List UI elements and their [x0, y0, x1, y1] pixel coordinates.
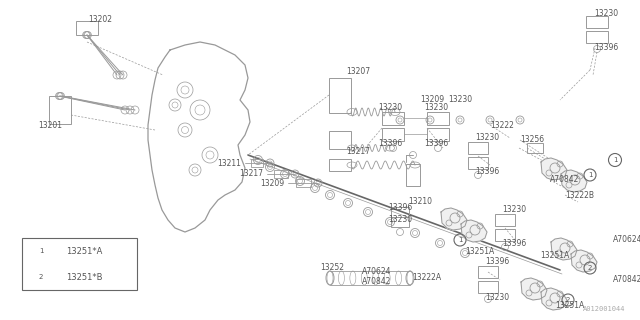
Text: 13209: 13209 [260, 179, 284, 188]
Text: 13396: 13396 [485, 258, 509, 267]
Text: 2: 2 [566, 297, 570, 303]
Bar [478, 266, 498, 278]
Bar [274, 170, 288, 178]
Bar [427, 111, 449, 124]
Bar [586, 16, 608, 28]
Text: A70842: A70842 [550, 175, 579, 185]
Text: A70842: A70842 [613, 276, 640, 284]
Text: 13396: 13396 [378, 139, 402, 148]
Bar [527, 143, 543, 153]
Text: A70842: A70842 [362, 277, 392, 286]
Bar [478, 281, 498, 293]
Bar [495, 214, 515, 226]
Bar [391, 207, 409, 217]
Bar [586, 31, 608, 43]
Bar [382, 127, 404, 140]
Text: 13209: 13209 [420, 95, 444, 105]
Text: 2: 2 [39, 274, 43, 280]
Polygon shape [551, 238, 577, 260]
Text: 13201: 13201 [38, 121, 62, 130]
Bar [251, 159, 263, 167]
Polygon shape [541, 158, 567, 180]
Text: 1: 1 [458, 237, 462, 243]
Text: 13210: 13210 [408, 197, 432, 206]
Polygon shape [441, 208, 467, 230]
Text: 13251A: 13251A [465, 247, 494, 257]
Text: 1: 1 [39, 248, 44, 254]
Bar [329, 131, 351, 149]
Text: 13230: 13230 [448, 95, 472, 105]
Text: 13251*A: 13251*A [66, 246, 102, 255]
Polygon shape [461, 220, 487, 242]
Text: 1: 1 [612, 157, 617, 163]
Bar [22, 238, 137, 290]
Text: 13222: 13222 [490, 121, 514, 130]
Text: 13222A: 13222A [412, 274, 441, 283]
Text: 13230: 13230 [485, 292, 509, 301]
Text: A012001044: A012001044 [582, 306, 625, 312]
Bar [49, 96, 71, 124]
Bar [296, 179, 310, 187]
Text: 2: 2 [588, 265, 592, 271]
Text: 13230: 13230 [475, 133, 499, 142]
Polygon shape [561, 170, 587, 192]
Text: 13251*B: 13251*B [66, 273, 102, 282]
Bar [329, 159, 351, 171]
Text: 13396: 13396 [424, 139, 448, 148]
Text: 13251A: 13251A [540, 251, 569, 260]
Text: A70624: A70624 [613, 236, 640, 244]
Text: 13202: 13202 [88, 15, 112, 25]
Text: 13396: 13396 [388, 204, 412, 212]
Text: 13207: 13207 [346, 68, 370, 76]
Text: 13230: 13230 [378, 102, 402, 111]
Text: 13230: 13230 [388, 215, 412, 225]
Text: 13252: 13252 [320, 263, 344, 273]
Text: 13396: 13396 [594, 44, 618, 52]
Polygon shape [521, 278, 547, 300]
Text: 13222B: 13222B [565, 190, 594, 199]
Text: 13256: 13256 [520, 135, 544, 145]
Text: 13230: 13230 [594, 10, 618, 19]
Text: 13230: 13230 [424, 102, 448, 111]
Text: A70624: A70624 [362, 268, 392, 276]
Bar [427, 127, 449, 140]
Text: 13251A: 13251A [555, 300, 584, 309]
Text: 13396: 13396 [475, 167, 499, 177]
Bar [406, 164, 420, 186]
Polygon shape [571, 250, 597, 272]
Text: 1: 1 [588, 172, 592, 178]
Text: 13396: 13396 [502, 239, 526, 249]
Bar [329, 77, 351, 113]
Bar [468, 142, 488, 154]
Text: 13217: 13217 [346, 148, 370, 156]
Bar [495, 229, 515, 241]
Bar [468, 157, 488, 169]
Text: 13211: 13211 [217, 158, 241, 167]
Bar [391, 217, 409, 227]
Text: 13217: 13217 [239, 170, 263, 179]
Polygon shape [541, 288, 567, 310]
Bar [382, 111, 404, 124]
Text: 13230: 13230 [502, 205, 526, 214]
Bar [76, 21, 98, 35]
